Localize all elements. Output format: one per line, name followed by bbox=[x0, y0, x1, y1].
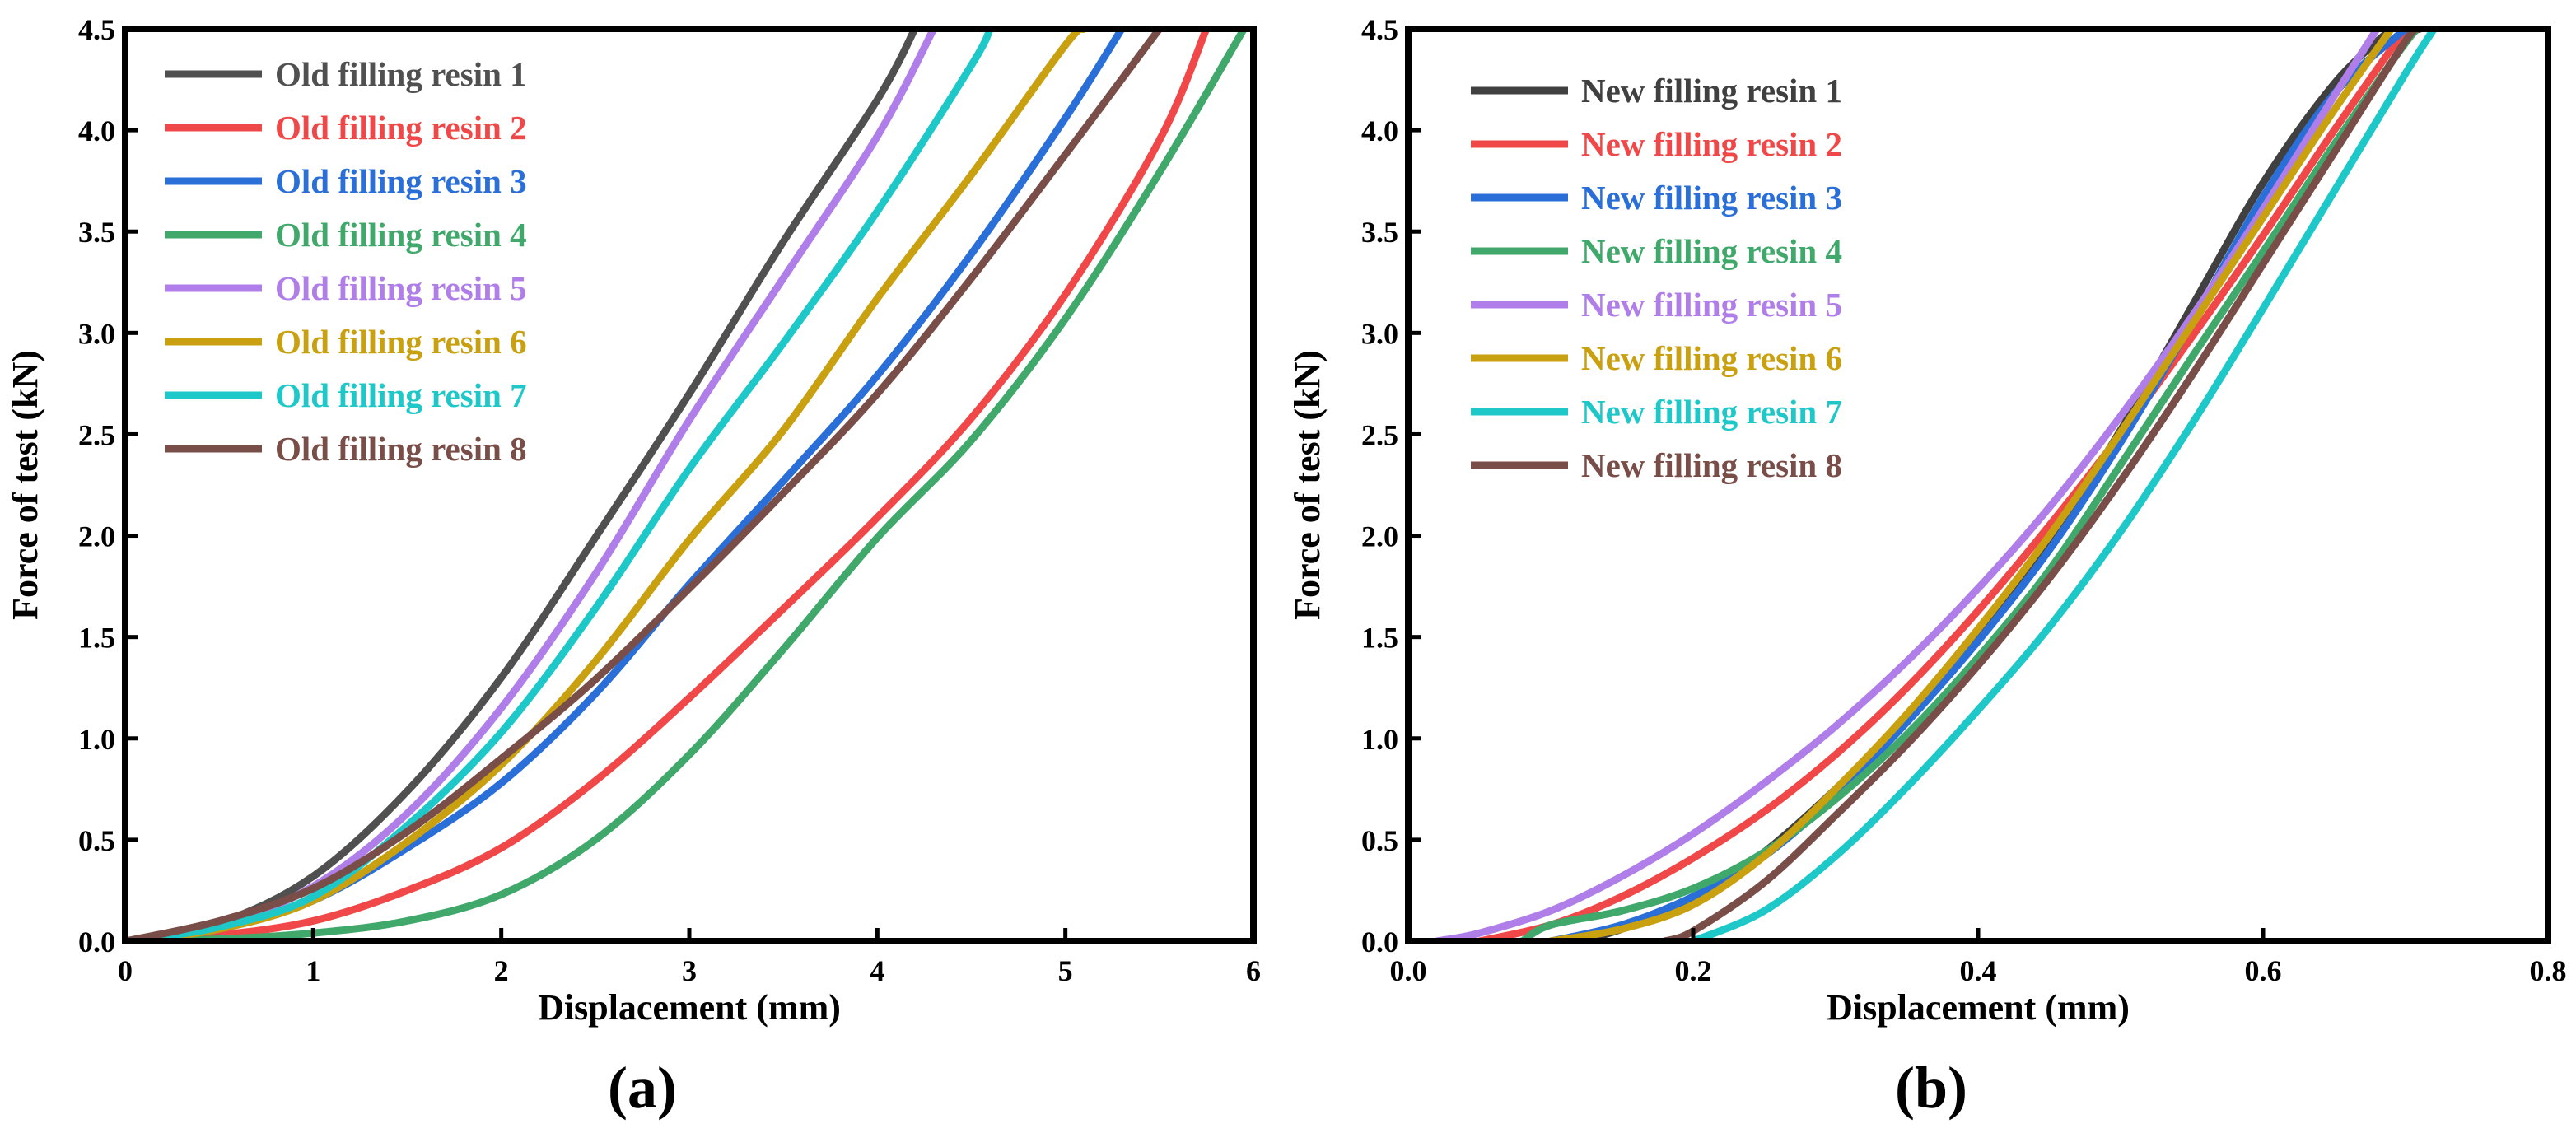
series-line-6 bbox=[1547, 29, 2396, 941]
x-tick-label: 0.6 bbox=[2245, 954, 2282, 987]
series-line-5 bbox=[125, 29, 938, 941]
legend: New filling resin 1 New filling resin 2 Ne… bbox=[1471, 72, 1842, 484]
y-tick-label: 0.0 bbox=[1361, 926, 1398, 958]
series-line-2 bbox=[1476, 29, 2410, 941]
series-line-1 bbox=[1575, 29, 2396, 941]
y-axis-label: Force of test (kN) bbox=[1287, 350, 1328, 620]
legend-label: New filling resin 7 bbox=[1581, 393, 1842, 431]
x-tick-label: 4 bbox=[870, 954, 884, 987]
y-axis-label: Force of test (kN) bbox=[5, 350, 45, 620]
legend-label: New filling resin 8 bbox=[1581, 446, 1842, 484]
series-line-7 bbox=[125, 29, 994, 941]
legend-label: Old filling resin 6 bbox=[275, 323, 527, 361]
x-axis-label: Displacement (mm) bbox=[538, 987, 841, 1028]
legend-label: New filling resin 6 bbox=[1581, 339, 1842, 377]
legend-label: Old filling resin 2 bbox=[275, 109, 527, 147]
y-tick-label: 3.5 bbox=[78, 216, 115, 249]
y-tick-label: 1.0 bbox=[1361, 723, 1398, 756]
y-tick-label: 1.5 bbox=[78, 622, 115, 655]
y-tick-label: 3.5 bbox=[1361, 216, 1398, 249]
series-line-8 bbox=[1660, 29, 2424, 941]
x-tick-label: 2 bbox=[494, 954, 509, 987]
series-line-3 bbox=[1547, 29, 2410, 941]
legend-label: Old filling resin 8 bbox=[275, 430, 527, 468]
x-tick-label: 0 bbox=[118, 954, 133, 987]
y-tick-label: 2.5 bbox=[1361, 418, 1398, 451]
legend-label: New filling resin 4 bbox=[1581, 232, 1842, 270]
y-tick-label: 2.5 bbox=[78, 418, 115, 451]
legend-label: Old filling resin 4 bbox=[275, 216, 527, 254]
legend-label: Old filling resin 1 bbox=[275, 55, 527, 93]
y-tick-label: 0.0 bbox=[78, 926, 115, 958]
legend-label: Old filling resin 3 bbox=[275, 162, 527, 200]
legend-label: New filling resin 2 bbox=[1581, 125, 1842, 163]
x-tick-label: 6 bbox=[1246, 954, 1261, 987]
plot-frame bbox=[1405, 26, 2551, 944]
y-tick-label: 2.0 bbox=[78, 520, 115, 553]
y-tick-label: 4.0 bbox=[78, 114, 115, 147]
x-axis-label: Displacement (mm) bbox=[1827, 987, 2130, 1028]
series-line-4 bbox=[1518, 29, 2424, 941]
legend-label: Old filling resin 5 bbox=[275, 269, 527, 307]
panel-label: (b) bbox=[1895, 1055, 1967, 1121]
legend-label: New filling resin 5 bbox=[1581, 286, 1842, 324]
y-tick-label: 1.0 bbox=[78, 723, 115, 756]
x-tick-label: 3 bbox=[682, 954, 697, 987]
legend: Old filling resin 1 Old filling resin 2 Ol… bbox=[165, 55, 527, 468]
series-line-4 bbox=[125, 29, 1248, 941]
panel-label: (a) bbox=[608, 1055, 677, 1121]
chart-panel-1: 0 1 2 3 4 5 6 0.0 0.5 1.0 1.5 2.0 2.5 3.0 3.5 4.0 4.5 Dis… bbox=[5, 13, 1261, 1121]
y-tick-label: 3.0 bbox=[1361, 317, 1398, 350]
series-line-2 bbox=[125, 29, 1211, 941]
y-tick-label: 4.5 bbox=[1361, 13, 1398, 46]
series-line-1 bbox=[125, 29, 919, 941]
legend-label: New filling resin 1 bbox=[1581, 72, 1842, 110]
y-tick-label: 1.5 bbox=[1361, 622, 1398, 655]
series-line-7 bbox=[1689, 29, 2438, 941]
legend-label: Old filling resin 7 bbox=[275, 376, 527, 414]
y-tick-label: 0.5 bbox=[1361, 824, 1398, 857]
series-line-8 bbox=[125, 29, 1164, 941]
x-tick-label: 0.8 bbox=[2530, 954, 2567, 987]
legend-label: New filling resin 3 bbox=[1581, 179, 1842, 217]
y-tick-label: 0.5 bbox=[78, 824, 115, 857]
x-tick-label: 1 bbox=[306, 954, 320, 987]
x-tick-label: 5 bbox=[1058, 954, 1073, 987]
x-tick-label: 0.0 bbox=[1390, 954, 1427, 987]
y-tick-label: 3.0 bbox=[78, 317, 115, 350]
chart-panel-2: 0.0 0.2 0.4 0.6 0.8 0.0 0.5 1.0 1.5 2.0 2.5 3.0 3.5 4… bbox=[1287, 13, 2567, 1121]
y-tick-label: 2.0 bbox=[1361, 520, 1398, 553]
series-lines bbox=[125, 29, 1248, 941]
x-tick-label: 0.2 bbox=[1675, 954, 1712, 987]
x-tick-label: 0.4 bbox=[1960, 954, 1997, 987]
series-line-6 bbox=[125, 29, 1088, 941]
series-line-5 bbox=[1433, 29, 2381, 941]
series-lines bbox=[1433, 29, 2438, 941]
y-tick-label: 4.0 bbox=[1361, 114, 1398, 147]
y-tick-label: 4.5 bbox=[78, 13, 115, 46]
